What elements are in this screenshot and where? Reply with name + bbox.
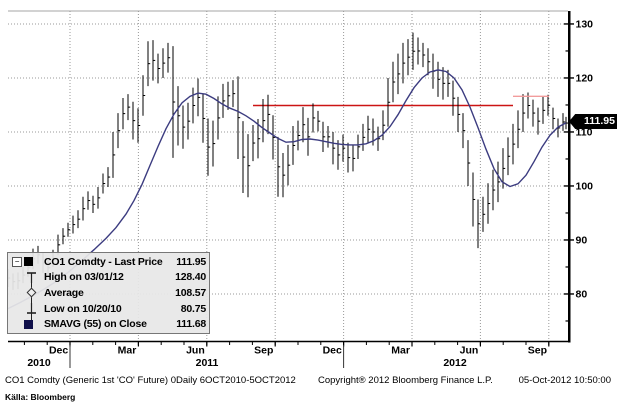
low-marker-icon xyxy=(27,302,36,314)
smavg-swatch-icon xyxy=(24,319,33,329)
legend-label: Average xyxy=(44,286,84,299)
legend-row-smavg: SMAVG (55) on Close 111.68 xyxy=(12,316,206,332)
last-price-badge: 111.95 xyxy=(569,114,617,129)
x-axis-month-label: Dec xyxy=(323,345,342,357)
x-axis-month-label: Jun xyxy=(460,345,479,357)
legend-row-average: Average 108.57 xyxy=(12,285,206,301)
timestamp-text: 05-Oct-2012 10:50:00 xyxy=(518,375,611,386)
x-axis-month-label: Dec xyxy=(49,345,68,357)
legend-row-low: Low on 10/20/10 80.75 xyxy=(12,301,206,317)
y-axis-label: 100 xyxy=(576,180,594,192)
x-axis-month-label: Sep xyxy=(254,345,273,357)
legend-box[interactable]: − CO1 Comdty - Last Price 111.95 High on… xyxy=(7,252,210,334)
y-axis-label: 110 xyxy=(576,126,593,138)
legend-label: SMAVG (55) on Close xyxy=(44,318,147,331)
smavg-line xyxy=(7,69,567,310)
y-axis-label: 80 xyxy=(576,288,588,300)
legend-value: 80.75 xyxy=(180,302,206,315)
x-axis-month-label: Mar xyxy=(391,345,410,357)
price-series-swatch-icon xyxy=(24,257,33,267)
x-axis-month-label: Mar xyxy=(118,345,137,357)
y-axis-label: 90 xyxy=(576,234,588,246)
copyright-text: Copyright® 2012 Bloomberg Finance L.P. xyxy=(318,375,493,386)
high-marker-icon xyxy=(27,272,36,284)
legend-label: Low on 10/20/10 xyxy=(44,302,122,315)
source-text: Källa: Bloomberg xyxy=(5,392,76,402)
average-diamond-icon xyxy=(26,288,37,298)
legend-value: 128.40 xyxy=(175,271,206,284)
x-axis-year-label: 2010 xyxy=(27,357,51,369)
high-low-range-line xyxy=(31,275,32,322)
footer: CO1 Comdty (Generic 1st 'CO' Future) 0Da… xyxy=(0,375,617,387)
legend-row-last-price[interactable]: − CO1 Comdty - Last Price 111.95 xyxy=(12,254,206,270)
x-axis-month-label: Sep xyxy=(528,345,547,357)
y-axis-label: 120 xyxy=(576,72,594,84)
x-axis-year-label: 2012 xyxy=(443,357,467,369)
legend-row-high: High on 03/01/12 128.40 xyxy=(12,270,206,286)
legend-label: High on 03/01/12 xyxy=(44,271,124,284)
legend-value: 108.57 xyxy=(175,286,206,299)
legend-value: 111.68 xyxy=(176,318,206,331)
y-axis-label: 130 xyxy=(576,18,594,30)
right-axis xyxy=(568,11,571,343)
legend-value: 111.95 xyxy=(176,255,206,268)
x-axis-year-label: 2011 xyxy=(196,357,219,369)
legend-label: CO1 Comdty - Last Price xyxy=(44,255,163,268)
x-axis-month-label: Jun xyxy=(186,345,205,357)
collapse-icon[interactable]: − xyxy=(12,256,22,267)
instrument-description: CO1 Comdty (Generic 1st 'CO' Future) 0Da… xyxy=(5,375,296,386)
